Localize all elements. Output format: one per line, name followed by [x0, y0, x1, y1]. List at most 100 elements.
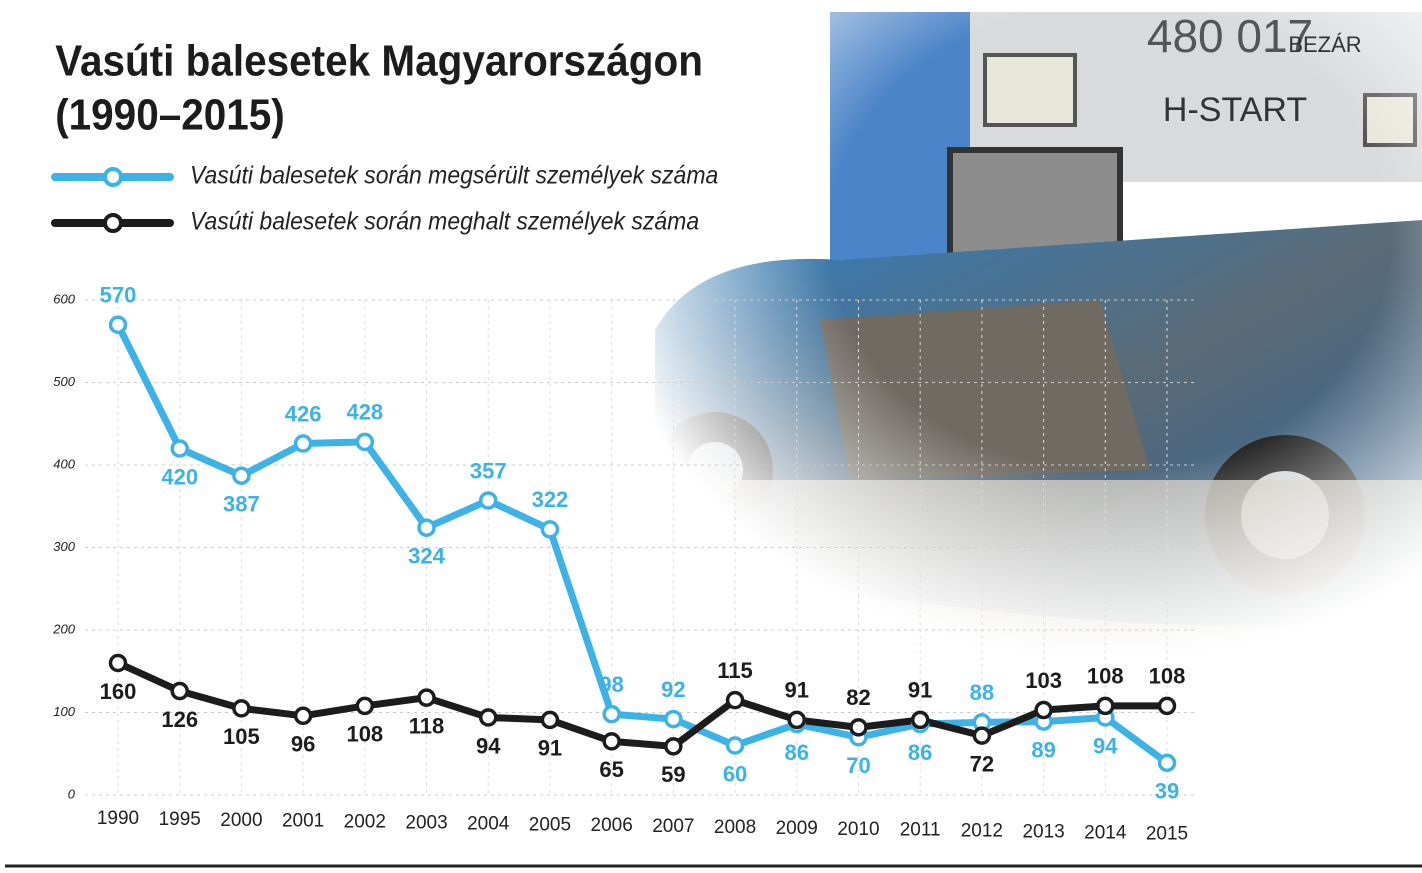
point	[1157, 696, 1177, 716]
x-tick-label: 2009	[776, 818, 818, 839]
data-label: 420	[161, 464, 198, 489]
point	[664, 709, 683, 729]
data-label: 70	[846, 753, 870, 778]
x-tick-label: 2003	[405, 813, 447, 834]
point	[540, 520, 560, 539]
point	[478, 491, 498, 510]
point	[170, 681, 189, 701]
point	[602, 732, 621, 751]
data-label: 96	[291, 732, 315, 757]
point	[1034, 700, 1053, 720]
photo-text: 480 017	[1147, 10, 1313, 62]
data-label: 59	[661, 762, 685, 787]
x-tick-label: 2001	[282, 811, 324, 832]
x-tick-label: 2010	[837, 819, 879, 840]
y-tick-label: 600	[53, 291, 75, 306]
data-label: 91	[785, 678, 809, 703]
data-label: 118	[409, 713, 445, 738]
data-label: 39	[1155, 779, 1179, 804]
data-label: 65	[599, 757, 623, 782]
data-label: 160	[100, 679, 137, 704]
point	[1096, 696, 1115, 716]
legend-label: Vasúti balesetek során megsérült személy…	[190, 162, 718, 190]
point	[355, 432, 375, 452]
point	[664, 737, 683, 756]
point	[293, 706, 313, 726]
x-tick-label: 2006	[591, 815, 633, 836]
data-label: 82	[846, 685, 870, 710]
data-label: 126	[161, 707, 198, 732]
x-tick-label: 2014	[1084, 822, 1127, 843]
data-label: 322	[532, 487, 569, 512]
data-label: 357	[470, 458, 507, 483]
y-tick-label: 100	[53, 704, 75, 719]
series-line	[116, 659, 1167, 750]
point	[170, 439, 189, 458]
legend-label: Vasúti balesetek során meghalt személyek…	[190, 208, 699, 236]
series-line	[114, 323, 1170, 766]
x-tick-label: 2015	[1146, 823, 1188, 844]
point	[1157, 753, 1177, 773]
data-label: 108	[346, 722, 383, 747]
chart-subtitle: (1990–2015)	[55, 90, 285, 139]
point	[725, 736, 745, 755]
data-label: 426	[285, 401, 322, 426]
data-label: 91	[908, 678, 932, 703]
y-tick-label: 500	[53, 374, 75, 389]
data-label: 60	[723, 761, 747, 786]
data-label: 94	[1093, 733, 1118, 758]
close-button[interactable]: BEZÁR	[1288, 32, 1361, 57]
data-label: 387	[223, 492, 260, 517]
data-label: 570	[100, 283, 137, 308]
data-label: 88	[970, 680, 994, 705]
x-tick-label: 2013	[1022, 822, 1064, 843]
y-tick-label: 400	[53, 456, 75, 471]
x-tick-label: 2011	[900, 820, 941, 841]
chart-title: Vasúti balesetek Magyarországon	[55, 36, 703, 85]
point	[478, 708, 498, 727]
data-label: 86	[908, 740, 932, 765]
data-label: 89	[1031, 737, 1055, 762]
data-label: 103	[1025, 668, 1062, 693]
point	[293, 434, 313, 453]
point	[108, 653, 128, 673]
data-label: 105	[223, 724, 260, 749]
y-tick-label: 300	[53, 539, 75, 554]
data-label: 108	[1087, 664, 1124, 689]
point	[602, 704, 621, 724]
point	[725, 690, 745, 710]
y-tick-label: 200	[52, 621, 75, 636]
x-tick-label: 2007	[652, 816, 694, 837]
x-tick-label: 1990	[97, 808, 139, 829]
point	[849, 718, 868, 737]
x-tick-label: 2004	[467, 813, 510, 834]
point	[355, 696, 375, 716]
data-label: 94	[476, 733, 501, 758]
x-tick-label: 2000	[220, 810, 262, 831]
point	[787, 710, 807, 730]
point	[108, 315, 128, 334]
x-tick-label: 2008	[714, 817, 756, 838]
point	[972, 726, 992, 745]
data-label: 86	[785, 740, 809, 765]
data-label: 324	[408, 544, 445, 569]
legend-marker	[103, 167, 123, 187]
point	[910, 710, 930, 730]
x-tick-label: 2002	[344, 812, 386, 833]
data-label: 428	[346, 400, 383, 425]
photo: 480 017 H-START BEZÁR	[600, 0, 1422, 680]
x-tick-label: 2005	[529, 814, 571, 835]
photo-text: H-START	[1163, 91, 1307, 129]
point	[417, 688, 436, 707]
data-label: 98	[599, 672, 623, 697]
point	[417, 518, 436, 537]
data-label: 92	[661, 677, 685, 702]
point	[232, 699, 251, 718]
point	[540, 710, 560, 730]
data-label: 91	[538, 736, 562, 761]
data-label: 72	[970, 751, 994, 776]
data-label: 108	[1149, 664, 1186, 689]
x-tick-label: 2012	[961, 821, 1003, 842]
x-tick-label: 1995	[159, 809, 201, 830]
